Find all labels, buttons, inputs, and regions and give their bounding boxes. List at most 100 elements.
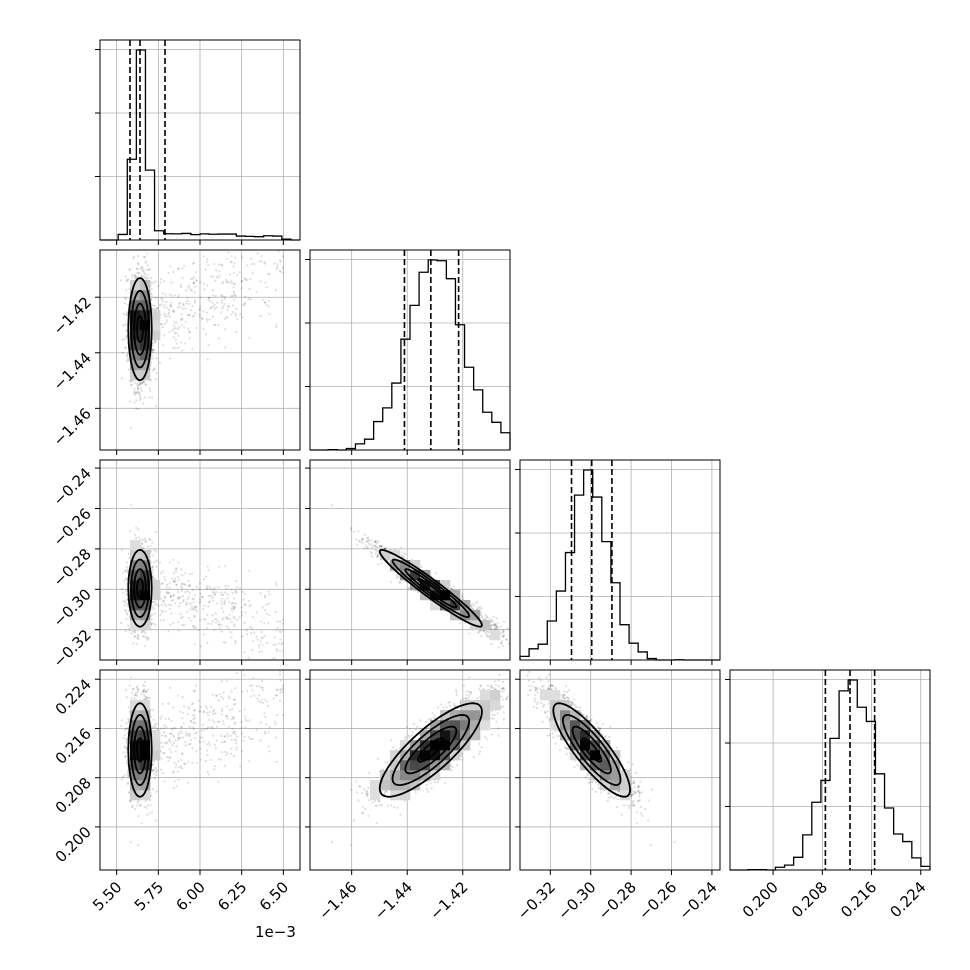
scatter-point: [220, 263, 223, 266]
scatter-point: [377, 757, 380, 760]
scatter-point: [215, 621, 218, 624]
scatter-point: [431, 711, 434, 715]
scatter-point: [263, 712, 266, 715]
scatter-point: [144, 261, 147, 264]
scatter-point: [202, 328, 205, 331]
scatter-point: [207, 296, 211, 300]
scatter-point: [613, 796, 616, 800]
scatter-point: [449, 764, 453, 768]
scatter-point: [180, 725, 184, 728]
scatter-point: [188, 584, 191, 587]
scatter-point: [225, 316, 228, 319]
contour-level-2: [404, 568, 458, 609]
scatter-point: [213, 262, 216, 266]
scatter-point: [125, 598, 129, 601]
contour-level-1: [417, 737, 445, 763]
scatter-point: [169, 303, 172, 306]
scatter-point: [167, 760, 170, 763]
scatter-point: [479, 684, 482, 687]
scatter-point: [402, 551, 405, 554]
scatter-point: [637, 790, 641, 794]
scatter-point: [490, 710, 494, 713]
scatter-point: [630, 790, 633, 793]
scatter-point: [172, 727, 175, 730]
scatter-point: [573, 698, 576, 701]
scatter-point: [590, 718, 593, 721]
scatter-point: [190, 605, 193, 608]
scatter-point: [478, 750, 482, 753]
scatter-point: [138, 272, 141, 275]
scatter-point: [277, 250, 280, 253]
density-cell: [570, 720, 581, 731]
scatter-point: [375, 550, 378, 553]
scatter-point: [171, 744, 174, 747]
scatter-point: [154, 623, 157, 626]
scatter-point: [125, 313, 128, 316]
scatter-point: [439, 703, 442, 706]
scatter-point: [155, 790, 158, 793]
scatter-point: [230, 738, 233, 741]
scatter-point: [218, 270, 221, 273]
scatter-point: [540, 685, 544, 688]
scatter-point: [199, 710, 202, 713]
scatter-point: [243, 302, 246, 305]
scatter-point: [222, 295, 225, 298]
scatter-point: [206, 358, 209, 361]
scatter-point: [159, 613, 162, 616]
scatter-point: [142, 268, 145, 271]
panel-p2-vs-p3: −0.32−0.30−0.28−0.26−0.24: [514, 669, 721, 923]
scatter-point: [184, 583, 187, 587]
scatter-point: [240, 280, 244, 283]
scatter-point: [146, 274, 149, 277]
scatter-point: [144, 276, 147, 279]
scatter-point: [222, 593, 225, 597]
scatter-point: [263, 622, 266, 625]
scatter-point: [234, 314, 238, 317]
scatter-point: [461, 758, 464, 761]
scatter-point: [125, 737, 129, 740]
scatter-point: [174, 570, 177, 573]
scatter-point: [275, 760, 278, 763]
scatter-point: [140, 389, 144, 392]
scatter-point: [137, 688, 140, 691]
density-cell: [440, 740, 451, 751]
scatter-point: [186, 610, 189, 613]
scatter-point: [534, 688, 537, 691]
scatter-point: [120, 778, 123, 781]
scatter-point: [240, 287, 243, 290]
scatter-point: [195, 278, 198, 282]
scatter-point: [246, 632, 249, 636]
scatter-point: [574, 759, 577, 762]
scatter-point: [146, 252, 149, 255]
scatter-point: [222, 281, 225, 284]
scatter-point: [125, 310, 129, 314]
density-cell: [600, 780, 611, 791]
scatter-point: [199, 758, 202, 761]
scatter-point: [497, 734, 500, 737]
scatter-point: [279, 688, 282, 691]
scatter-point: [496, 712, 499, 715]
scatter-point: [191, 714, 194, 717]
scatter-point: [207, 622, 210, 625]
scatter-point: [180, 732, 184, 735]
scatter-point: [234, 640, 237, 643]
scatter-point: [198, 308, 201, 312]
scatter-point: [177, 605, 180, 608]
density-cell: [430, 740, 441, 751]
density-cell: [130, 720, 141, 731]
scatter-point: [360, 792, 364, 795]
scatter-point: [405, 725, 409, 729]
histogram-p0: [100, 49, 300, 241]
scatter-point: [361, 537, 364, 540]
scatter-point: [125, 577, 128, 580]
scatter-point: [278, 629, 282, 633]
scatter-point: [211, 710, 215, 713]
density-cell: [430, 750, 441, 761]
scatter-point: [382, 547, 385, 550]
scatter-point: [281, 629, 285, 632]
scatter-point: [244, 295, 247, 298]
scatter-point: [486, 616, 489, 619]
scatter-point: [260, 686, 263, 690]
density-cell: [490, 700, 501, 711]
scatter-point: [123, 337, 126, 341]
